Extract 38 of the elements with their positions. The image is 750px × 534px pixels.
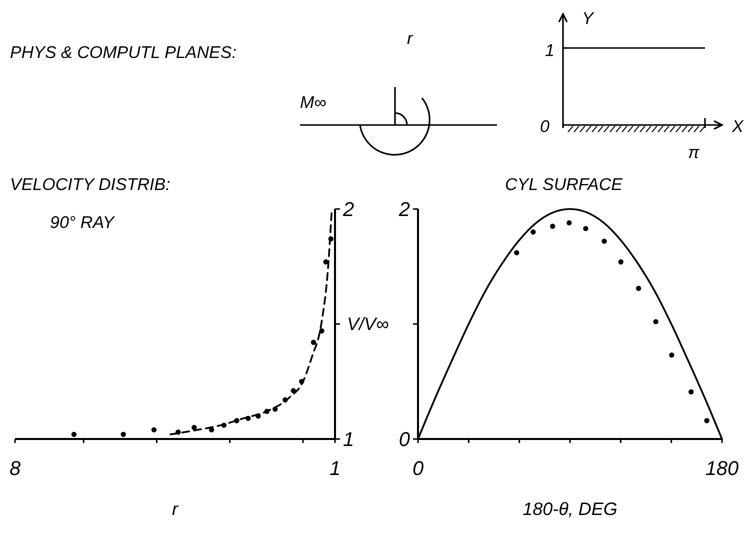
text: π	[688, 143, 700, 162]
chart-title: VELOCITY DISTRIB:	[10, 175, 171, 194]
y-tick-label: 2	[398, 199, 410, 221]
point	[688, 389, 694, 394]
chart-title: CYL SURFACE	[505, 175, 624, 194]
point	[704, 418, 710, 424]
point	[653, 319, 658, 324]
point	[151, 427, 157, 432]
point	[192, 424, 197, 430]
point	[550, 224, 556, 229]
point	[530, 229, 536, 235]
point	[636, 286, 642, 291]
point	[602, 238, 607, 244]
x-tick-label: 0	[412, 458, 424, 480]
point	[583, 226, 588, 232]
point	[319, 328, 324, 334]
point	[120, 432, 126, 437]
x-tick-label: 180	[705, 458, 739, 480]
x-tick-label: 8	[9, 458, 21, 480]
y-tick-label: 2	[342, 199, 354, 221]
point	[618, 259, 624, 264]
text: Y	[582, 9, 595, 28]
y-axis-title: V/V∞	[347, 314, 390, 334]
point	[669, 352, 674, 358]
point	[566, 220, 572, 226]
text: 1	[545, 41, 554, 60]
text: M∞	[300, 93, 326, 112]
x-axis-title: 180-θ, DEG	[522, 499, 618, 519]
text: PHYS & COMPUTL PLANES:	[10, 43, 237, 62]
chart-subtitle: 90° RAY	[50, 213, 116, 232]
point	[310, 340, 316, 345]
text: 0	[540, 117, 550, 136]
x-axis-title: r	[172, 499, 179, 519]
point	[71, 432, 77, 437]
text: r	[407, 29, 414, 48]
text: X	[731, 117, 744, 136]
x-tick-label: 1	[329, 458, 341, 480]
point	[514, 250, 520, 256]
